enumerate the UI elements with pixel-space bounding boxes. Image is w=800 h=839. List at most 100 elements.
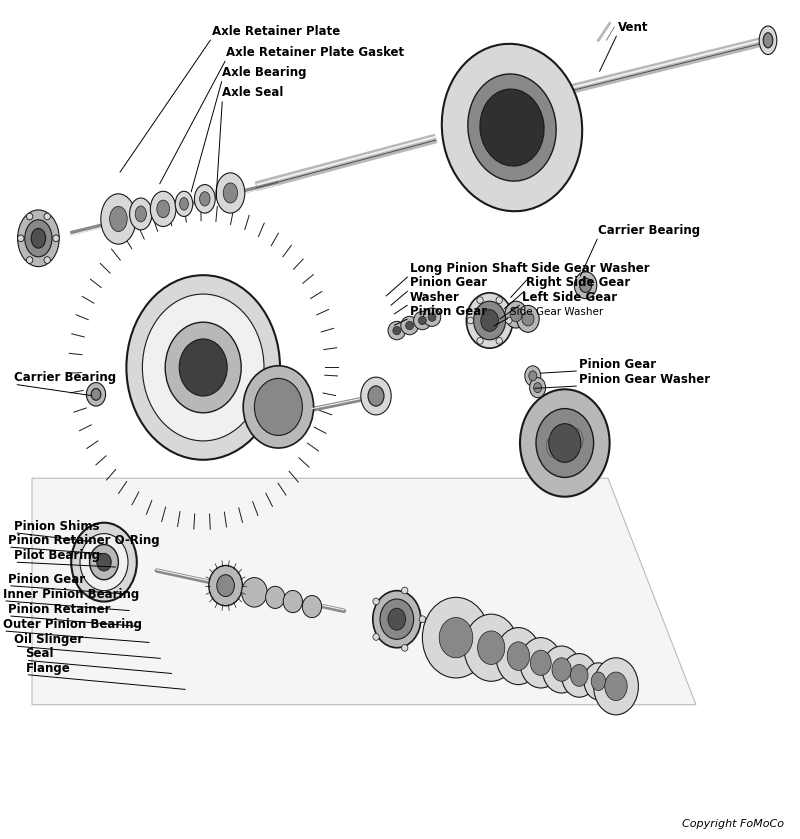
Ellipse shape [71,523,137,602]
Text: Vent: Vent [618,21,648,34]
Ellipse shape [373,591,421,648]
Text: Copyright FoMoCo: Copyright FoMoCo [682,819,784,829]
Ellipse shape [534,383,542,393]
Ellipse shape [542,646,581,693]
Ellipse shape [388,608,406,630]
Ellipse shape [126,275,280,460]
Ellipse shape [549,424,581,462]
Circle shape [44,257,50,263]
Circle shape [423,308,441,326]
Text: Carrier Bearing: Carrier Bearing [598,224,701,237]
Ellipse shape [439,618,473,658]
Text: Outer Pinion Bearing: Outer Pinion Bearing [3,618,142,631]
Circle shape [477,337,483,344]
Ellipse shape [175,191,193,216]
Text: Washer: Washer [410,291,459,304]
Ellipse shape [570,664,588,686]
Text: Left Side Gear: Left Side Gear [522,291,617,304]
Ellipse shape [18,210,59,267]
Ellipse shape [505,301,527,328]
Ellipse shape [165,322,242,413]
Text: Axle Seal: Axle Seal [222,86,284,99]
Ellipse shape [179,197,189,211]
Ellipse shape [216,173,245,213]
Circle shape [402,587,408,594]
Ellipse shape [480,89,544,166]
Circle shape [401,316,418,335]
Text: Pinion Shims: Pinion Shims [14,520,100,533]
Circle shape [373,598,379,605]
Ellipse shape [266,586,285,608]
Circle shape [477,297,483,304]
Ellipse shape [474,301,506,340]
Ellipse shape [468,74,556,181]
Ellipse shape [135,206,146,222]
Ellipse shape [579,279,592,292]
Circle shape [393,326,401,335]
Text: Inner Pinion Bearing: Inner Pinion Bearing [3,588,139,601]
Ellipse shape [368,386,384,406]
Ellipse shape [488,99,536,156]
Text: Right Side Gear: Right Side Gear [526,277,630,289]
Text: Carrier Bearing: Carrier Bearing [14,372,117,384]
Text: Pinion Retainer: Pinion Retainer [8,603,110,616]
Ellipse shape [525,366,541,386]
Ellipse shape [464,614,518,681]
Text: Pinion Retainer O-Ring: Pinion Retainer O-Ring [8,534,160,547]
Ellipse shape [422,597,490,678]
Ellipse shape [591,672,606,690]
Ellipse shape [763,33,773,48]
Text: Pinion Gear Washer: Pinion Gear Washer [579,373,710,386]
Ellipse shape [759,26,777,55]
Circle shape [402,644,408,651]
Ellipse shape [130,198,152,230]
Ellipse shape [283,591,302,612]
Circle shape [406,321,414,330]
Circle shape [428,313,436,321]
Circle shape [496,337,502,344]
Ellipse shape [157,201,170,217]
Ellipse shape [31,228,46,248]
Ellipse shape [91,388,101,400]
Ellipse shape [200,191,210,206]
Ellipse shape [530,378,546,398]
Ellipse shape [380,599,414,639]
Ellipse shape [101,194,136,244]
Ellipse shape [110,206,127,232]
Ellipse shape [223,183,238,203]
Ellipse shape [552,658,571,681]
Circle shape [26,257,33,263]
Circle shape [419,616,426,623]
Ellipse shape [142,294,264,441]
Text: Long Pinion Shaft: Long Pinion Shaft [410,263,527,275]
Text: Pilot Bearing: Pilot Bearing [14,550,101,562]
Ellipse shape [562,654,597,697]
Ellipse shape [302,596,322,618]
Ellipse shape [361,378,391,415]
Text: Axle Retainer Plate Gasket: Axle Retainer Plate Gasket [226,46,405,59]
Circle shape [467,317,474,324]
Ellipse shape [25,220,52,257]
Ellipse shape [520,638,562,688]
Ellipse shape [520,389,610,497]
Ellipse shape [478,631,505,664]
Text: Pinion Gear: Pinion Gear [579,358,656,371]
Text: Side Gear Washer: Side Gear Washer [531,263,650,275]
Ellipse shape [97,554,111,571]
Text: Axle Bearing: Axle Bearing [222,66,307,79]
Ellipse shape [594,658,638,715]
Ellipse shape [209,565,242,606]
Circle shape [26,213,33,220]
Text: Axle Retainer Plate: Axle Retainer Plate [212,25,340,38]
Ellipse shape [442,44,582,211]
Ellipse shape [481,310,498,331]
Circle shape [18,235,24,242]
Ellipse shape [179,339,227,396]
Ellipse shape [510,308,522,321]
Ellipse shape [507,642,530,670]
Ellipse shape [466,293,513,348]
Ellipse shape [80,534,128,591]
Ellipse shape [86,383,106,406]
Ellipse shape [194,185,215,213]
Ellipse shape [605,672,627,701]
